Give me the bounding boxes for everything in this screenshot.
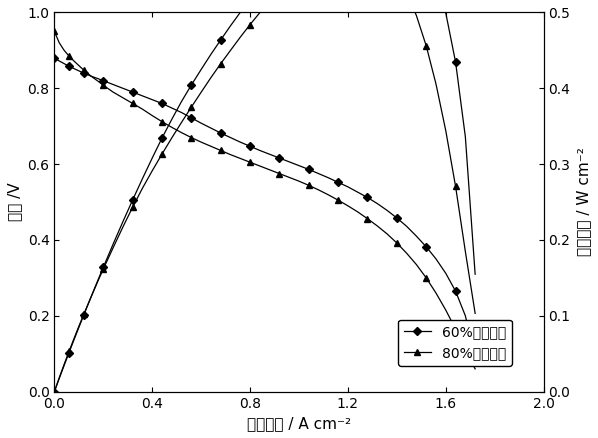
Y-axis label: 电压 /V: 电压 /V [7, 183, 22, 221]
X-axis label: 电流密度 / A cm⁻²: 电流密度 / A cm⁻² [247, 416, 351, 431]
Y-axis label: 功率密度 / W cm⁻²: 功率密度 / W cm⁻² [576, 148, 591, 257]
Legend: 60%相对加湿, 80%相对加湿: 60%相对加湿, 80%相对加湿 [398, 320, 512, 366]
